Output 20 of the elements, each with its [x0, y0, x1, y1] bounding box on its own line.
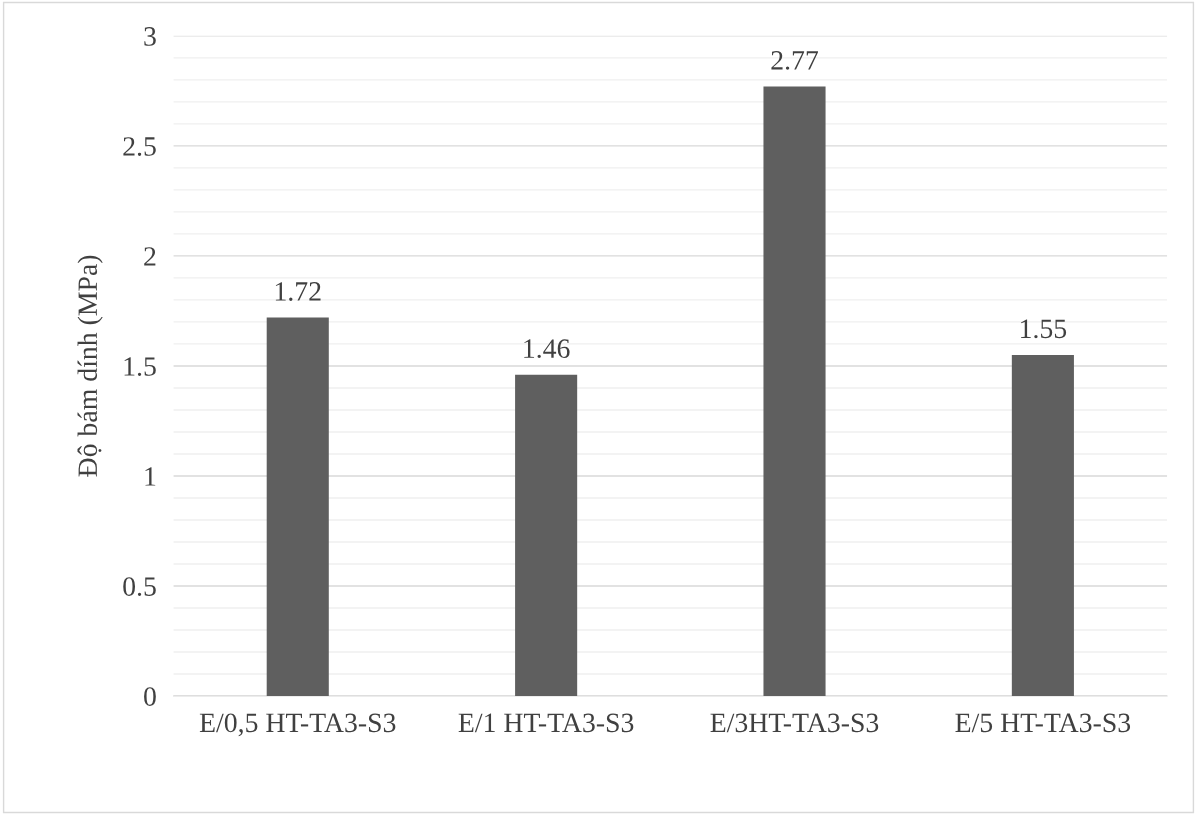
x-tick-label: E/0,5 HT-TA3-S3	[199, 713, 396, 737]
y-tick-label: 2.5	[123, 137, 156, 156]
data-label: 1.46	[524, 339, 570, 359]
y-tick-label: 1.5	[124, 357, 156, 376]
y-tick-label: 2	[144, 247, 156, 266]
x-tick-label: E/1 HT-TA3-S3	[458, 713, 634, 733]
bar	[763, 86, 826, 697]
data-label: 2.77	[771, 51, 819, 70]
data-label: 1.55	[1021, 319, 1067, 339]
y-tick-label: 3	[144, 27, 156, 46]
bar	[1011, 354, 1074, 697]
bar	[266, 317, 329, 697]
y-tick-label: 1	[145, 467, 156, 486]
y-tick-label: 0.5	[123, 577, 156, 597]
bar	[515, 374, 578, 697]
x-tick-label: E/5 HT-TA3-S3	[955, 713, 1131, 733]
data-label: 1.72	[275, 282, 321, 301]
y-axis-title: Độ bám dính (MPa)	[77, 255, 103, 477]
y-tick-label: 0	[144, 687, 156, 706]
x-tick-label: E/3HT-TA3-S3	[710, 713, 879, 733]
